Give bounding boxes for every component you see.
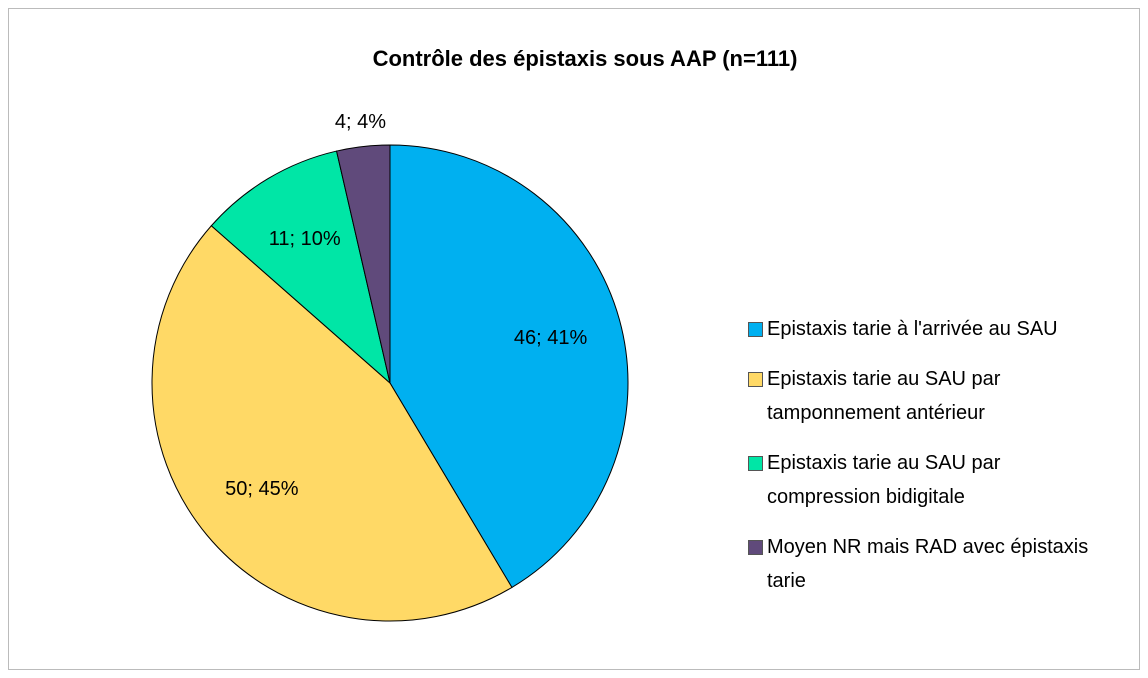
pie-slice [151,225,513,622]
legend-label: Epistaxis tarie à l'arrivée au SAU [767,318,1058,340]
legend-label: Epistaxis tarie au SAU par tamponnement … [767,368,1001,424]
legend-swatch [748,540,763,555]
legend-swatch [748,372,763,387]
legend-item: Epistaxis tarie au SAU par compression b… [748,446,1098,514]
chart-title: Contrôle des épistaxis sous AAP (n=111) [373,46,798,71]
pie-slice [335,144,391,384]
legend-item: Epistaxis tarie au SAU par tamponnement … [748,362,1098,430]
legend-item: Moyen NR mais RAD avec épistaxis tarie [748,530,1098,598]
data-label: 50; 45% [225,478,299,500]
legend-label: Epistaxis tarie au SAU par compression b… [767,452,1001,508]
legend-swatch [748,456,763,471]
legend: Epistaxis tarie à l'arrivée au SAU Epista… [748,312,1098,614]
legend-label: Moyen NR mais RAD avec épistaxis tarie [767,536,1089,592]
data-label: 4; 4% [335,111,386,133]
data-label: 46; 41% [514,327,588,349]
legend-swatch [748,322,763,337]
data-label: 11; 10% [269,228,341,250]
pie-slice [389,144,629,589]
legend-item: Epistaxis tarie à l'arrivée au SAU [748,312,1098,346]
pie-slice [210,150,391,385]
